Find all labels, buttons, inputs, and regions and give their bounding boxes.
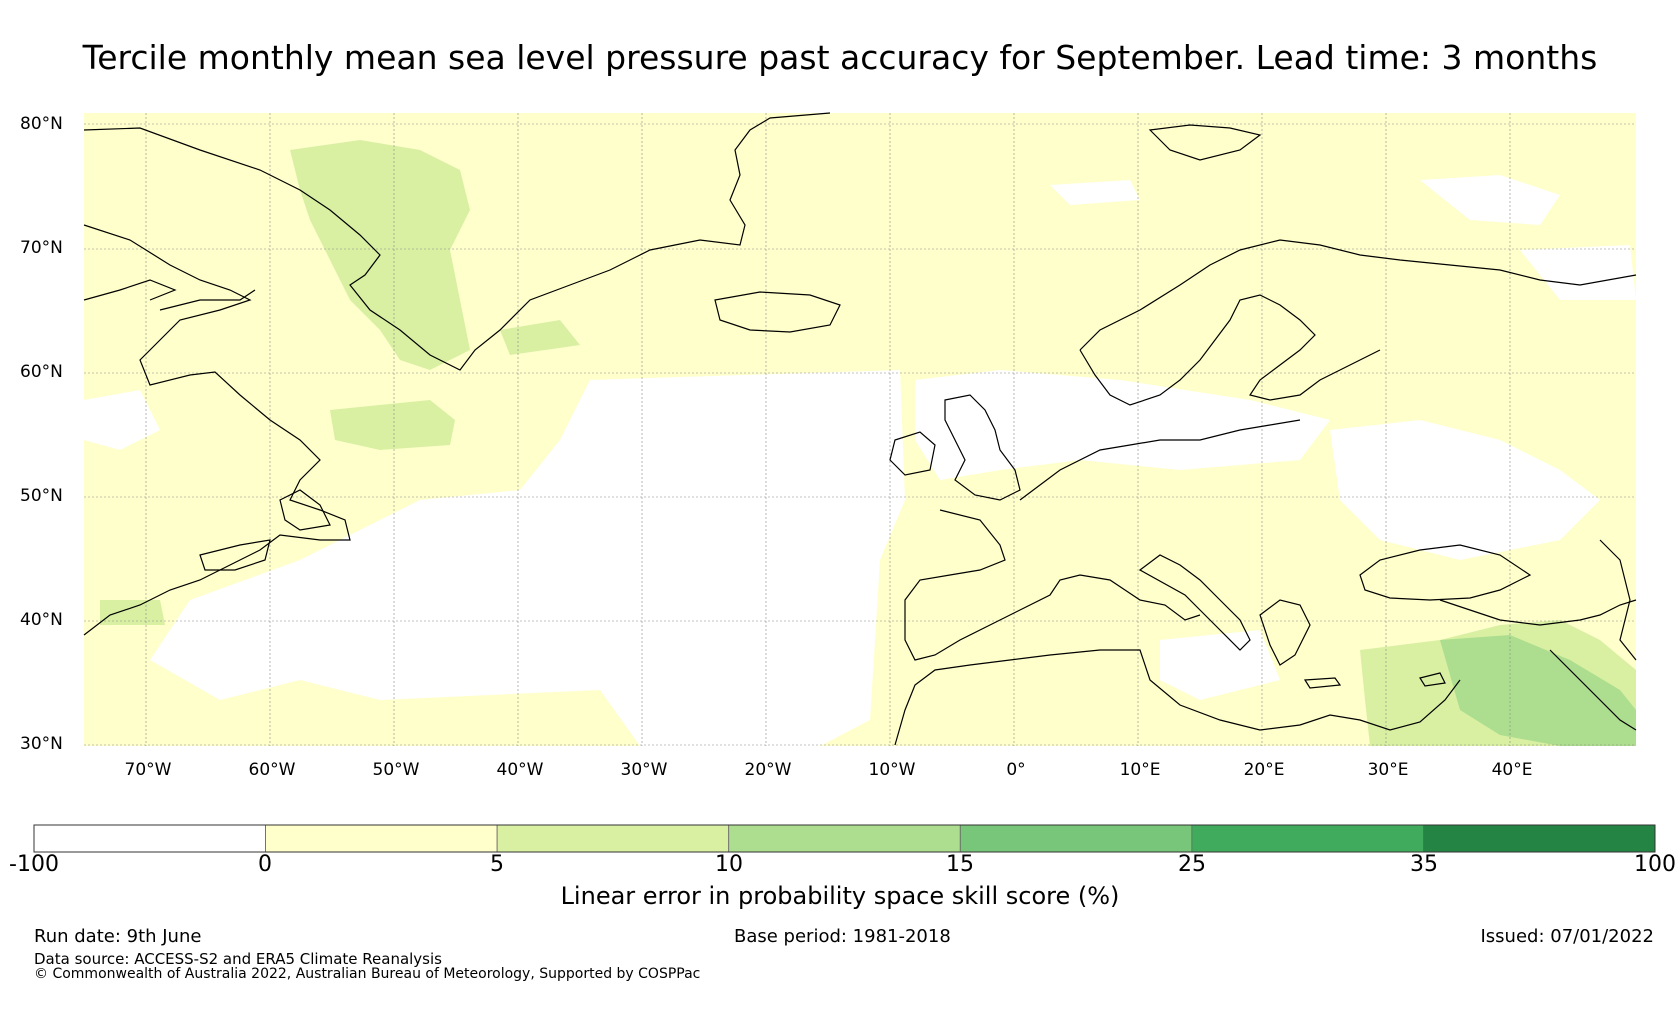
colorbar-segment <box>496 824 730 853</box>
lon-label-40e: 40°E <box>1491 760 1533 780</box>
colorbar-tick: 100 <box>1634 852 1676 877</box>
graticule <box>84 113 1636 746</box>
lon-label-20w: 20°W <box>744 760 792 780</box>
colorbar-segment <box>728 824 961 853</box>
region-negative-skill <box>84 175 1636 746</box>
lat-label-40n: 40°N <box>20 610 63 630</box>
data-source: Data source: ACCESS-S2 and ERA5 Climate … <box>34 950 442 968</box>
lon-label-30w: 30°W <box>620 760 668 780</box>
colorbar-border <box>33 824 1656 853</box>
lon-label-40w: 40°W <box>496 760 544 780</box>
lon-label-10w: 10°W <box>868 760 916 780</box>
lon-label-20e: 20°E <box>1243 760 1285 780</box>
lat-label-70n: 70°N <box>20 238 63 258</box>
run-date: Run date: 9th June <box>34 926 202 947</box>
colorbar-tick: 15 <box>946 852 974 877</box>
colorbar-tick: 0 <box>258 852 272 877</box>
base-period: Base period: 1981-2018 <box>734 926 951 947</box>
colorbar-tick: -100 <box>9 852 59 877</box>
copyright: © Commonwealth of Australia 2022, Austra… <box>34 966 701 982</box>
lat-label-50n: 50°N <box>20 486 63 506</box>
lon-label-60w: 60°W <box>248 760 296 780</box>
colorbar-label: Linear error in probability space skill … <box>560 882 1120 910</box>
coastlines <box>83 112 1637 746</box>
lon-label-70w: 70°W <box>124 760 172 780</box>
lat-label-80n: 80°N <box>20 114 63 134</box>
lon-label-30e: 30°E <box>1367 760 1409 780</box>
colorbar-segment <box>33 824 266 853</box>
colorbar-tick: 25 <box>1178 852 1206 877</box>
colorbar-tick: 10 <box>715 852 743 877</box>
lon-label-10e: 10°E <box>1119 760 1161 780</box>
colorbar-tick: 35 <box>1410 852 1438 877</box>
lon-label-50w: 50°W <box>372 760 420 780</box>
map-title: Tercile monthly mean sea level pressure … <box>82 38 1598 77</box>
lat-label-60n: 60°N <box>20 362 63 382</box>
colorbar-segment <box>1423 824 1656 853</box>
colorbar-segment <box>959 824 1193 853</box>
colorbar-segment <box>1191 824 1424 853</box>
region-skill-10-15 <box>1440 635 1636 746</box>
colorbar-segment <box>265 824 498 853</box>
lat-label-30n: 30°N <box>20 734 63 754</box>
colorbar-tick: 5 <box>490 852 504 877</box>
lon-label-0: 0° <box>1006 760 1026 780</box>
issued-date: Issued: 07/01/2022 <box>1480 926 1654 947</box>
